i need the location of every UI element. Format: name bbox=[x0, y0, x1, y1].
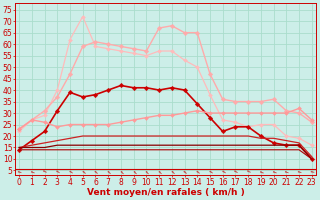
Text: ←: ← bbox=[92, 169, 99, 176]
Text: ←: ← bbox=[17, 169, 22, 175]
Text: ←: ← bbox=[54, 169, 60, 175]
Text: ←: ← bbox=[207, 169, 213, 176]
Text: ←: ← bbox=[271, 169, 276, 175]
Text: ←: ← bbox=[232, 169, 238, 175]
Text: ←: ← bbox=[245, 169, 251, 175]
Text: ←: ← bbox=[296, 169, 302, 175]
Text: ←: ← bbox=[105, 169, 111, 176]
Text: ←: ← bbox=[131, 169, 137, 176]
Text: ←: ← bbox=[284, 169, 289, 175]
Text: ←: ← bbox=[169, 169, 175, 176]
Text: ←: ← bbox=[118, 169, 124, 176]
Text: ←: ← bbox=[220, 169, 226, 176]
Text: ←: ← bbox=[29, 169, 35, 175]
Text: ←: ← bbox=[67, 169, 73, 176]
Text: ←: ← bbox=[143, 169, 149, 176]
Text: ←: ← bbox=[258, 169, 264, 175]
Text: ←: ← bbox=[156, 169, 162, 176]
Text: ←: ← bbox=[194, 169, 200, 176]
Text: ←: ← bbox=[309, 169, 314, 175]
X-axis label: Vent moyen/en rafales ( km/h ): Vent moyen/en rafales ( km/h ) bbox=[86, 188, 244, 197]
Text: ←: ← bbox=[42, 169, 47, 175]
Text: ←: ← bbox=[80, 169, 86, 176]
Text: ←: ← bbox=[181, 169, 188, 176]
